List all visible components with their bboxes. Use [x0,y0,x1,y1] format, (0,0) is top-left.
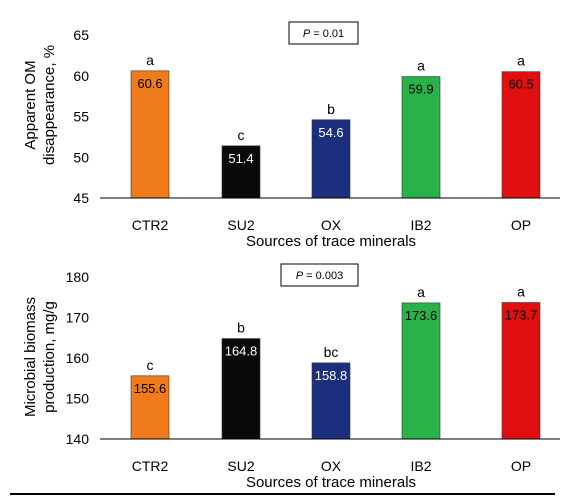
x-tick-label: OX [321,217,342,233]
x-tick-label: SU2 [227,217,254,233]
x-tick-labels: CTR2 SU2 OX IB2 OP [132,458,531,474]
bar [311,362,351,440]
p-value-annotation: P = 0.003 [296,270,343,282]
y-axis-label-line2: disappearance, % [41,45,58,165]
y-tick-label: 160 [66,350,90,366]
bar-value-label: 173.7 [505,308,538,323]
bar [221,145,261,199]
p-value-box [280,263,359,287]
p-value-box [288,21,359,45]
y-ticks: 45 50 55 60 65 [73,27,89,206]
bars: c 155.6 b 164.8 bc 158.8 a 173.6 a 173.7 [130,284,541,440]
y-ticks: 140 150 160 170 180 [66,269,90,447]
x-tick-label: CTR2 [132,458,169,474]
bar [221,338,261,440]
bar-value-label: 51.4 [228,151,253,166]
bar-value-label: 59.9 [408,82,433,97]
significance-letter: a [417,58,425,74]
x-tick-labels: CTR2 SU2 OX IB2 OP [132,217,531,233]
x-axis-label: Sources of trace minerals [246,474,416,491]
bar-value-label: 173.6 [405,308,438,323]
significance-letter: b [327,101,335,117]
bar [501,302,541,440]
y-axis-label-line2: production, mg/g [41,301,58,413]
x-tick-label: IB2 [410,458,431,474]
bar-value-label: 155.6 [134,381,167,396]
bar [130,375,170,440]
bar-value-label: 60.5 [508,77,533,92]
y-tick-label: 50 [73,149,89,165]
p-value-annotation: P = 0.01 [303,28,344,40]
x-tick-label: OX [321,458,342,474]
bars: a 60.6 c 51.4 b 54.6 a 59.9 a 60.5 [130,52,541,199]
y-tick-label: 60 [73,68,89,84]
significance-letter: bc [324,344,339,360]
bar [130,70,170,199]
chart-om-disappearance: Apparent OM disappearance, % P = 0.01 45… [22,21,560,250]
bar-value-label: 60.6 [137,76,162,91]
x-tick-label: SU2 [227,458,254,474]
significance-letter: c [238,127,245,143]
bar-value-label: 54.6 [318,125,343,140]
y-tick-label: 170 [66,310,90,326]
y-tick-label: 150 [66,391,90,407]
x-tick-label: IB2 [410,217,431,233]
significance-letter: a [517,284,525,300]
x-tick-label: OP [511,458,531,474]
significance-letter: b [237,320,245,336]
bar-value-label: 164.8 [225,344,258,359]
y-axis-label-line1: Microbial biomass [22,297,39,417]
y-tick-label: 180 [66,269,90,285]
y-tick-label: 55 [73,109,89,125]
y-tick-label: 140 [66,431,90,447]
bar [401,76,441,199]
significance-letter: a [146,52,154,68]
x-tick-label: CTR2 [132,217,169,233]
x-axis-label: Sources of trace minerals [246,233,416,250]
significance-letter: c [147,357,154,373]
bar-value-label: 158.8 [315,368,348,383]
bar [311,119,351,199]
chart-microbial-biomass: Microbial biomass production, mg/g P = 0… [22,263,560,491]
y-axis-label-line1: Apparent OM [22,60,39,149]
y-tick-label: 65 [73,27,89,43]
x-tick-label: OP [511,217,531,233]
significance-letter: a [517,53,525,69]
y-tick-label: 45 [73,190,89,206]
significance-letter: a [417,284,425,300]
bar [401,302,441,440]
y-axis-label: Apparent OM disappearance, % [22,45,58,165]
y-axis-label: Microbial biomass production, mg/g [22,297,58,417]
